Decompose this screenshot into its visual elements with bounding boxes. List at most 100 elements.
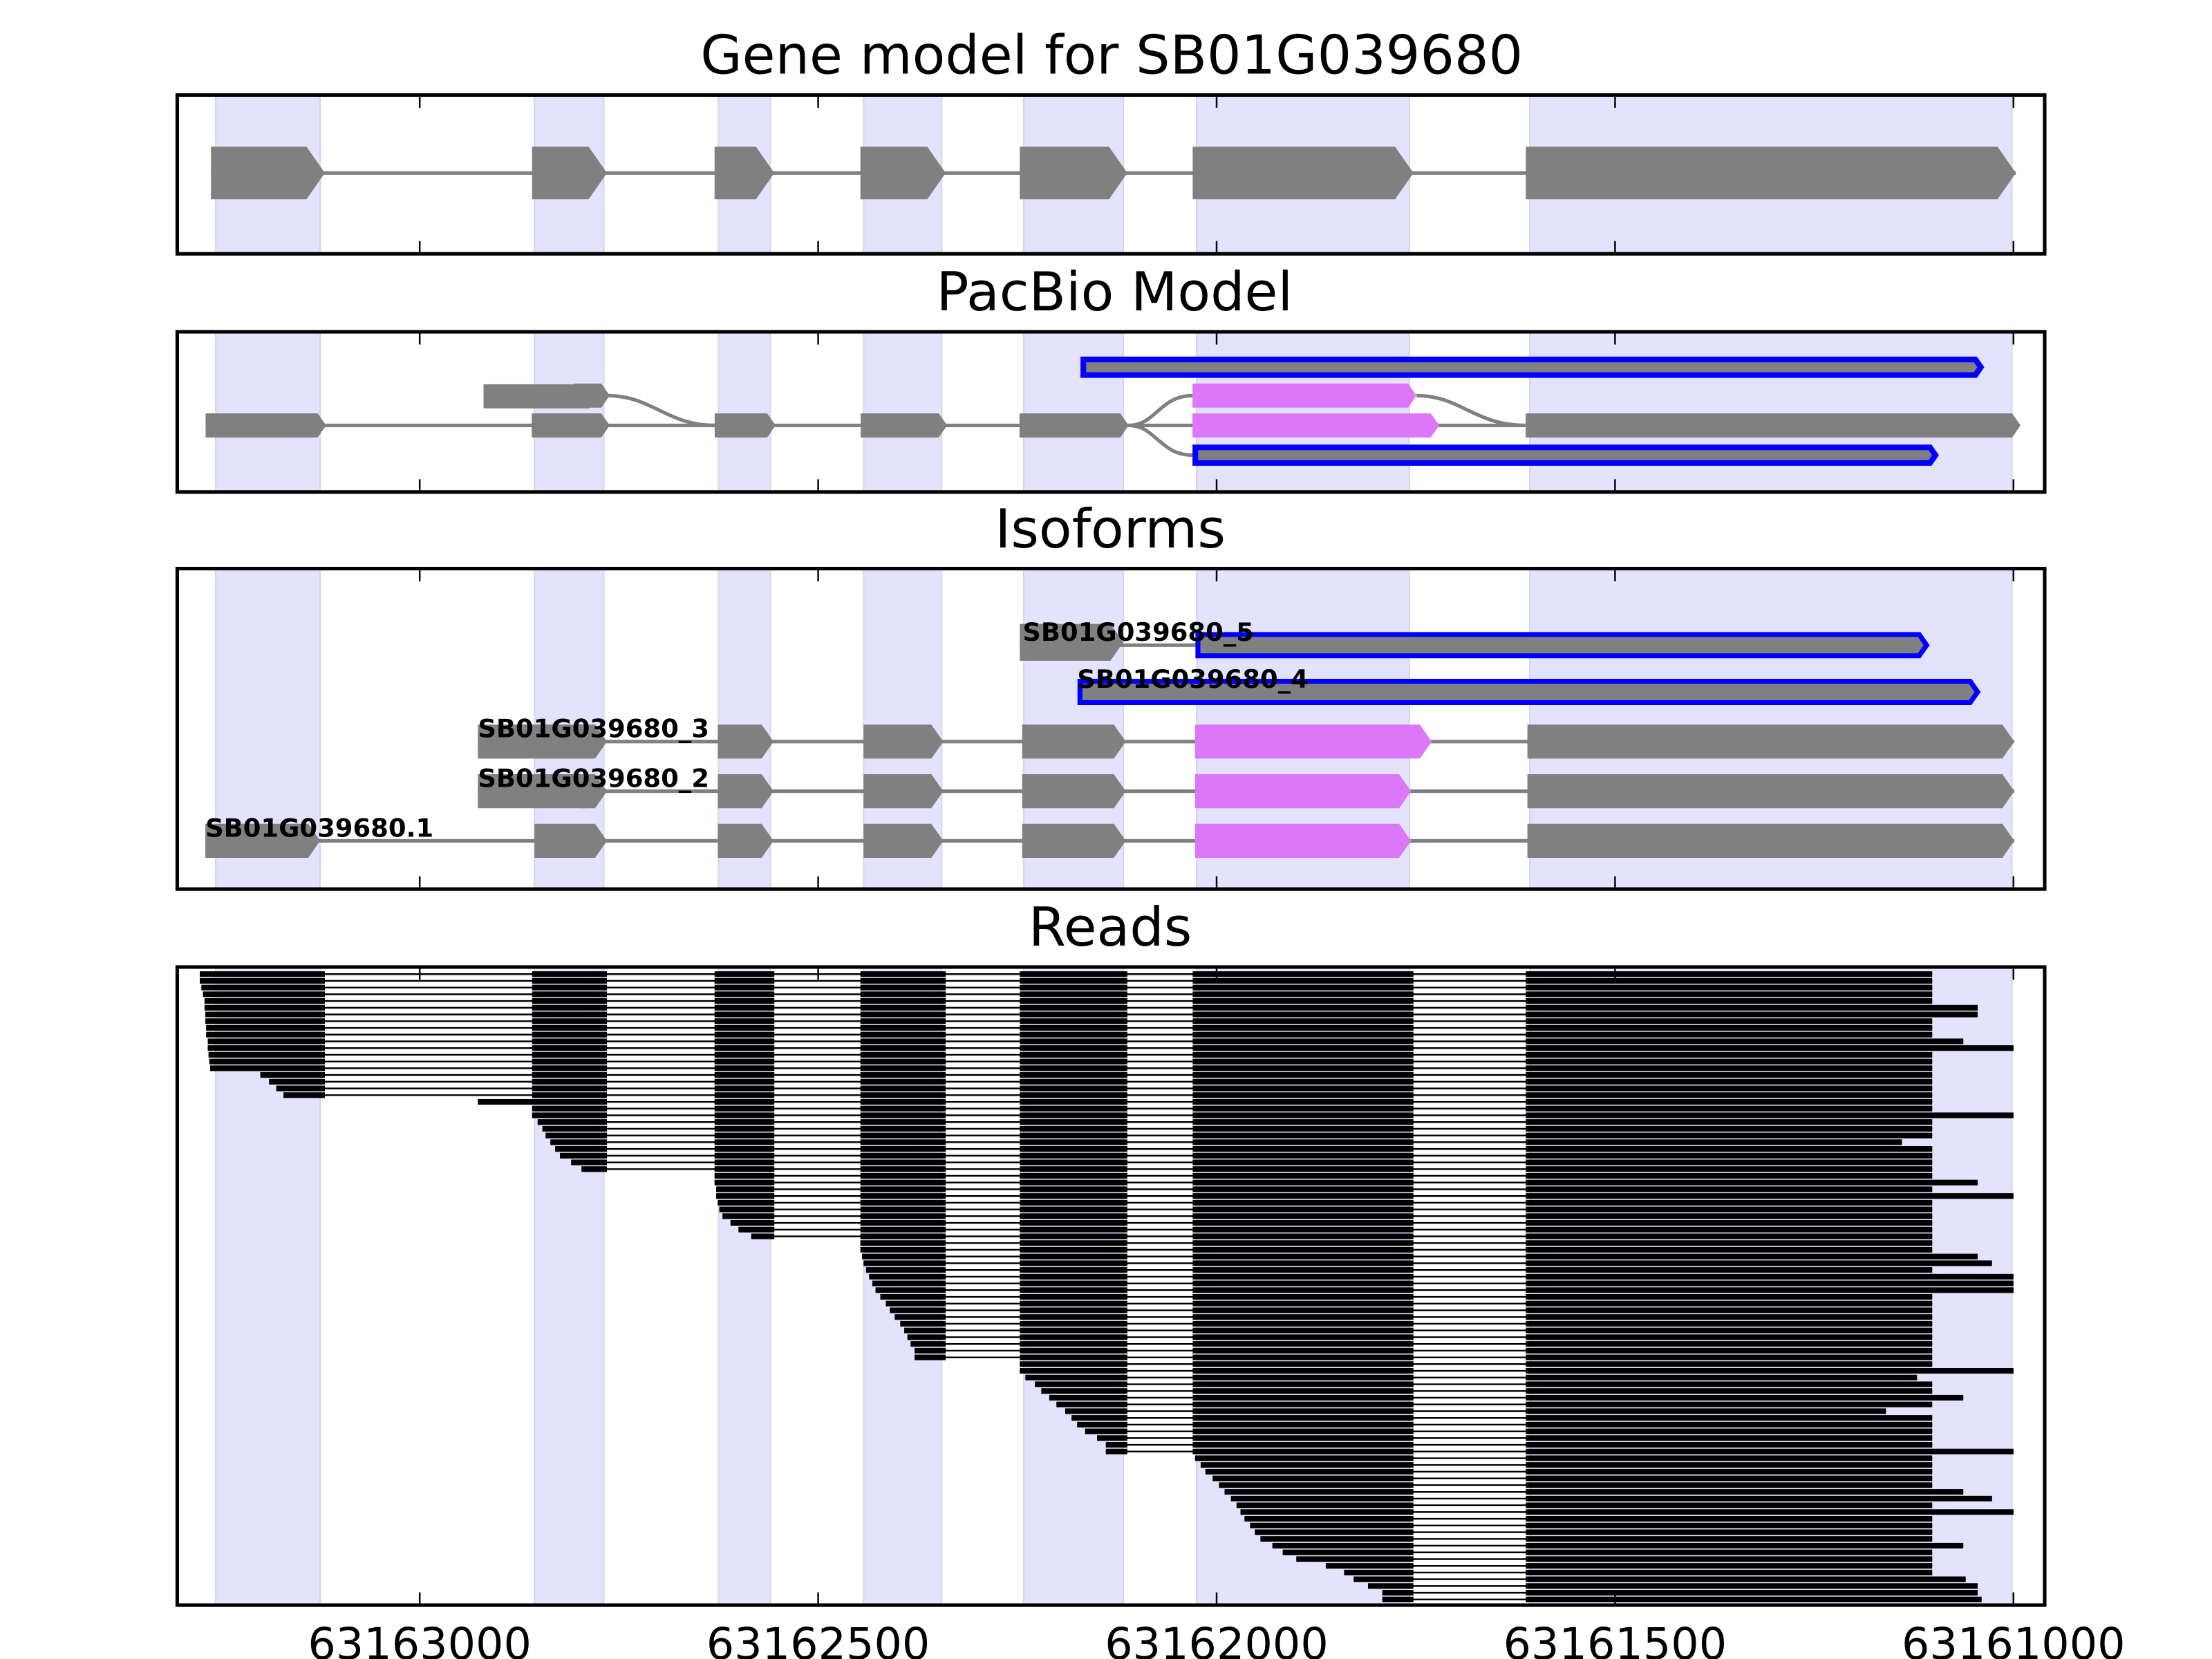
read-block <box>1526 1193 2014 1199</box>
read-block <box>1526 1092 1933 1098</box>
read-block <box>1192 1394 1414 1401</box>
read-block <box>869 1273 946 1280</box>
read-block <box>1526 1199 1933 1206</box>
pacbio-exon <box>1019 413 1129 438</box>
read-block <box>714 1119 775 1125</box>
read-block <box>1526 1529 1933 1535</box>
read-block <box>860 1132 946 1138</box>
title-isoforms: Isoforms <box>995 498 1226 561</box>
read-block <box>716 1186 775 1192</box>
read-block <box>537 1119 608 1125</box>
read-block <box>209 1058 325 1065</box>
read-block <box>1526 1408 1886 1414</box>
read-block <box>1526 1018 1933 1024</box>
pacbio-alt-exon <box>1192 413 1440 438</box>
read-block <box>860 1085 946 1091</box>
read-block <box>1526 1146 1933 1152</box>
read-block <box>532 1112 608 1118</box>
read-block <box>714 1045 775 1051</box>
isoform-exon <box>579 774 608 809</box>
read-block <box>1526 1374 1918 1380</box>
read-block <box>207 1038 325 1044</box>
read-block <box>860 1125 946 1132</box>
read-block <box>1526 1563 1933 1569</box>
read-block <box>1526 1220 1933 1226</box>
read-block <box>1085 1428 1127 1434</box>
read-block <box>1192 1307 1414 1313</box>
read-block <box>581 1166 608 1172</box>
read-block <box>714 1125 775 1132</box>
read-block <box>860 1152 946 1159</box>
read-block <box>1056 1401 1127 1407</box>
isoform-label: SB01G039680_5 <box>1022 617 1254 647</box>
read-block <box>714 1038 775 1044</box>
read-block <box>1526 1590 1978 1596</box>
read-block <box>860 1058 946 1065</box>
read-block <box>1526 1172 1933 1179</box>
read-block <box>1382 1590 1414 1596</box>
read-block <box>1526 1368 2014 1374</box>
read-block <box>1192 1018 1414 1024</box>
isoform-outlined-exon <box>1195 632 1930 659</box>
read-block <box>1344 1569 1414 1576</box>
read-block <box>1194 1455 1414 1461</box>
title-pacbio-model: PacBio Model <box>936 261 1293 324</box>
read-block <box>1020 1233 1127 1239</box>
read-block <box>1526 1273 2014 1280</box>
read-block <box>1192 1226 1414 1232</box>
read-block <box>1526 1320 1933 1327</box>
gene-model-exon <box>1020 147 1127 200</box>
read-block <box>1526 1186 1933 1192</box>
read-block <box>1020 1287 1127 1293</box>
read-block <box>1192 1381 1414 1387</box>
read-block <box>1219 1482 1414 1488</box>
isoform-alt-exon <box>1194 774 1412 809</box>
isoform-label: SB01G039680_2 <box>478 763 709 793</box>
read-block <box>1526 1300 1933 1306</box>
read-block <box>714 1166 775 1172</box>
read-block <box>1192 1334 1414 1340</box>
read-block <box>1020 1038 1127 1044</box>
pacbio-exon <box>574 383 610 408</box>
read-block <box>1192 977 1414 984</box>
read-block <box>1236 1502 1414 1508</box>
panel-frame <box>175 93 2047 256</box>
read-block <box>1020 1125 1127 1132</box>
read-block <box>1020 1294 1127 1300</box>
read-block <box>1020 1051 1127 1058</box>
read-block <box>1020 1354 1127 1360</box>
read-block <box>1020 1058 1127 1065</box>
read-block <box>1244 1516 1414 1522</box>
read-block <box>714 1098 775 1105</box>
read-block <box>1192 1327 1414 1333</box>
read-block <box>1192 1401 1414 1407</box>
read-block <box>860 1179 946 1185</box>
read-block <box>1192 1139 1414 1145</box>
read-block <box>1526 1004 1978 1011</box>
read-block <box>880 1294 946 1300</box>
read-block <box>1224 1489 1414 1495</box>
read-block <box>1192 1206 1414 1212</box>
read-block <box>860 1078 946 1085</box>
isoform-exon <box>1527 724 2014 759</box>
read-block <box>1035 1381 1127 1387</box>
read-block <box>532 1011 608 1018</box>
isoform-alt-exon <box>1194 823 1412 859</box>
read-block <box>532 1092 608 1098</box>
read-block <box>1192 1448 1414 1454</box>
read-block <box>1020 1280 1127 1286</box>
read-block <box>860 1193 946 1199</box>
pacbio-splice-curve <box>1128 393 1193 427</box>
xtick-label-4: 63161000 <box>1902 1618 2126 1659</box>
read-block <box>1526 1246 1933 1253</box>
read-block <box>1020 1186 1127 1192</box>
read-block <box>860 1092 946 1098</box>
isoform-exon <box>205 823 321 859</box>
read-block <box>1526 1294 1933 1300</box>
isoform-exon <box>1022 823 1126 859</box>
read-block <box>205 1011 325 1018</box>
read-block <box>1192 1442 1414 1448</box>
read-block <box>1192 1253 1414 1259</box>
read-block <box>1230 1495 1414 1502</box>
read-block <box>860 1004 946 1011</box>
